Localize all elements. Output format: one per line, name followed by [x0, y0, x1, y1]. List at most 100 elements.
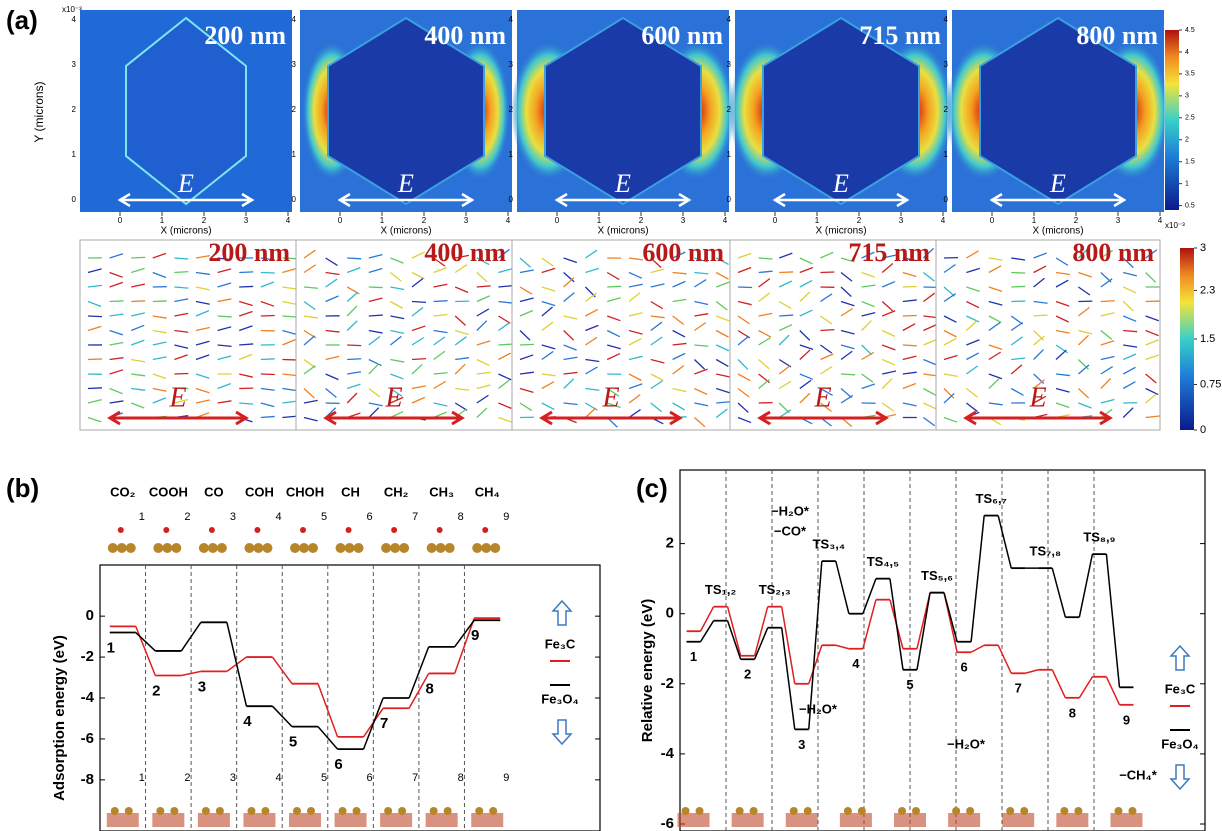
species-label: CHOH: [286, 484, 324, 499]
field-arrow: [520, 344, 534, 345]
connector: [1079, 677, 1092, 698]
connector: [971, 516, 984, 642]
surface: [678, 813, 710, 827]
species-label: CO₂: [110, 484, 136, 499]
colorbar-tick-label: 3.5: [1185, 71, 1195, 78]
y-tick-label: 0: [727, 195, 732, 204]
atom: [399, 543, 409, 553]
state-label: 5: [906, 677, 913, 692]
e-label: E: [614, 169, 631, 198]
atom: [262, 543, 272, 553]
annotation: −H₂O*: [799, 701, 838, 716]
structure-number: 8: [458, 511, 464, 523]
atom: [202, 807, 210, 815]
y-tick-label: 2: [944, 105, 949, 114]
atom: [966, 807, 974, 815]
field-arrow: [841, 374, 855, 375]
scale-label: x10⁻³: [62, 5, 82, 14]
atom: [253, 543, 263, 553]
colorbar-tick-label: 4.5: [1185, 27, 1195, 34]
x-tick-label: 2: [422, 216, 427, 225]
annotation: −H₂O*: [771, 503, 810, 518]
atom: [125, 807, 133, 815]
connector: [272, 706, 292, 726]
panel-label: (c): [636, 473, 668, 503]
field-arrow: [412, 302, 426, 303]
x-axis-label: X (microns): [815, 226, 866, 237]
annotation: −H₂O*: [947, 736, 986, 751]
x-tick-label: 4: [723, 216, 728, 225]
x-tick-label: 1: [160, 216, 165, 225]
y-tick-label: -8: [81, 771, 94, 788]
surface: [948, 813, 980, 827]
connector: [728, 607, 741, 656]
y-tick-label: 2: [72, 105, 77, 114]
surface: [471, 813, 503, 827]
field-arrow: [369, 315, 383, 316]
atom: [307, 807, 315, 815]
atom: [162, 543, 172, 553]
annotation: −CH₄*: [1119, 767, 1158, 782]
x-tick-label: 3: [244, 216, 249, 225]
connector: [944, 593, 957, 642]
atom: [156, 807, 164, 815]
atom: [1128, 807, 1136, 815]
atom: [353, 807, 361, 815]
structure-number: 3: [230, 772, 236, 784]
atom: [381, 543, 391, 553]
connector: [136, 626, 156, 675]
atom: [208, 543, 218, 553]
colorbar-tick-label: 3: [1200, 242, 1206, 254]
atom: [844, 807, 852, 815]
state-label: 2: [152, 682, 160, 699]
state-label: 1: [690, 649, 697, 664]
colorbar-tick-label: 1.5: [1200, 333, 1215, 345]
atom: [427, 543, 437, 553]
wavelength-label: 600 nm: [641, 21, 723, 50]
y-tick-label: 3: [944, 60, 949, 69]
legend-label: Fe₃O₄: [1161, 736, 1199, 751]
legend-label: Fe₃C: [1165, 681, 1196, 696]
colorbar-tick-label: 0.5: [1185, 202, 1195, 209]
surface: [107, 813, 139, 827]
field-arrow: [1011, 286, 1025, 287]
legend-label: Fe₃O₄: [541, 691, 579, 706]
y-tick-label: 4: [509, 15, 514, 24]
atom: [299, 543, 309, 553]
colorbar-tick-label: 1: [1185, 181, 1189, 188]
field-arrow: [347, 345, 361, 346]
atom: [1020, 807, 1028, 815]
field-arrow: [261, 374, 275, 375]
atom: [390, 543, 400, 553]
connector: [836, 645, 849, 649]
connector: [181, 622, 201, 651]
y-axis-label: Relative energy (eV): [639, 599, 656, 742]
surface: [380, 813, 412, 827]
y-tick-label: 0: [666, 605, 674, 622]
surface: [335, 813, 367, 827]
x-axis-label: X (microns): [160, 226, 211, 237]
field-arrow: [607, 286, 621, 287]
y-tick-label: -6: [661, 815, 674, 831]
vector-map: [730, 240, 936, 430]
structure-number: 3: [230, 511, 236, 523]
x-tick-label: 2: [857, 216, 862, 225]
scale-label: x10⁻³: [1165, 221, 1185, 230]
down-arrow: [1171, 765, 1189, 789]
x-tick-label: 2: [639, 216, 644, 225]
atom: [490, 543, 500, 553]
atom: [750, 807, 758, 815]
field-arrow: [261, 359, 275, 360]
legend-label: Fe₃C: [545, 636, 576, 651]
connector: [836, 561, 849, 614]
atom: [391, 527, 397, 533]
structure-number: 9: [503, 511, 509, 523]
atom: [444, 807, 452, 815]
connector: [1079, 554, 1092, 617]
field-arrow: [347, 359, 361, 360]
field-arrow: [174, 272, 188, 273]
field-arrow: [239, 272, 253, 273]
atom: [117, 543, 127, 553]
atom: [199, 543, 209, 553]
atom: [1006, 807, 1014, 815]
